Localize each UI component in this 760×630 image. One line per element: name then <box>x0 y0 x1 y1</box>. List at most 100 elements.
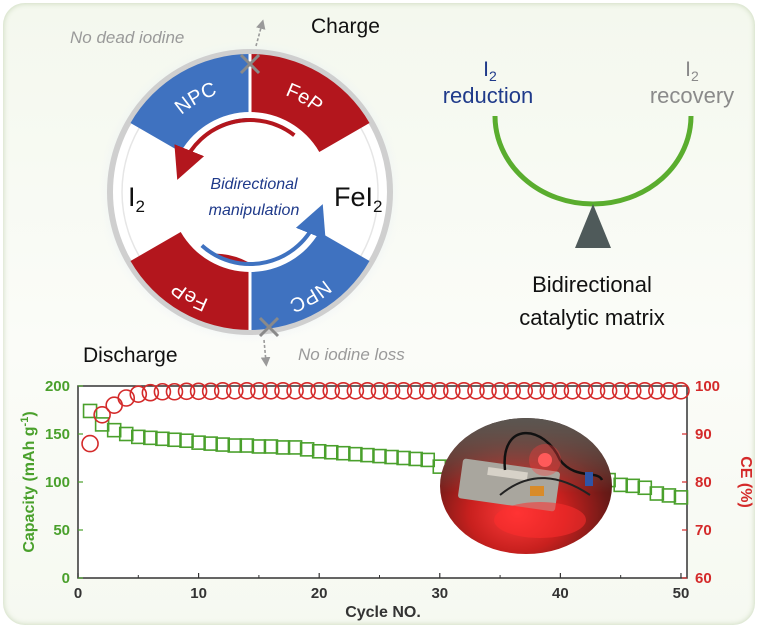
ce-point <box>599 381 618 400</box>
ce-point <box>334 381 353 400</box>
capacity-point <box>336 445 351 461</box>
capacity-point <box>155 431 170 447</box>
x-tick-label: 30 <box>431 585 448 602</box>
capacity-point <box>203 436 218 451</box>
x-tick-label: 0 <box>74 585 82 602</box>
ce-point <box>611 381 630 400</box>
y-left-tick-label: 150 <box>45 426 70 443</box>
y-left-tick-label: 50 <box>53 522 70 539</box>
y-right-tick-label: 90 <box>695 426 712 443</box>
y-axis-right-label: CE (%) <box>737 456 754 508</box>
note-no-dead-iodine: No dead iodine <box>70 28 184 47</box>
ce-point <box>117 389 136 407</box>
y-left-tick-label: 0 <box>62 570 70 587</box>
device-photo <box>440 418 612 554</box>
ce-point <box>515 381 533 400</box>
ce-point <box>153 382 172 401</box>
balance-left-label: reduction <box>443 83 534 108</box>
species-fei2: FeI2 <box>334 182 382 216</box>
ce-point <box>467 381 485 400</box>
y-axis-right: 60 70 80 90 100 <box>682 378 720 587</box>
x-tick-label: 10 <box>190 585 207 602</box>
capacity-point <box>167 432 182 448</box>
ce-point <box>443 381 461 400</box>
label-charge: Charge <box>311 15 380 38</box>
cross-icon-bottom <box>258 316 280 338</box>
y-right-tick-label: 70 <box>695 522 712 539</box>
ce-point <box>238 381 256 400</box>
center-text-line2: manipulation <box>209 202 300 219</box>
y-right-tick-label: 100 <box>695 378 720 395</box>
arrow-up-icon <box>255 19 266 47</box>
ce-point <box>274 381 292 400</box>
ce-point <box>418 381 437 400</box>
balance-caption-line2: catalytic matrix <box>519 305 664 330</box>
ce-point <box>225 381 244 400</box>
ce-point <box>503 381 521 400</box>
ce-point <box>141 383 160 402</box>
species-i2: I2 <box>128 182 145 216</box>
balance-arc <box>492 115 694 207</box>
ce-point <box>539 381 558 400</box>
ce-point <box>455 381 473 400</box>
capacity-point <box>649 486 665 501</box>
capacity-point <box>360 447 375 463</box>
note-no-iodine-loss: No iodine loss <box>298 345 405 364</box>
capacity-point <box>396 450 411 466</box>
ce-point <box>527 381 546 400</box>
segment-npc-bottom <box>250 232 370 330</box>
capacity-point <box>613 477 628 493</box>
capacity-point <box>82 403 98 419</box>
capacity-point <box>118 426 134 442</box>
balance-diagram: I2 reduction I2 recovery Bidirectional c… <box>443 58 734 330</box>
capacity-point <box>251 439 267 454</box>
y-right-tick-label: 60 <box>695 570 712 587</box>
ce-point <box>575 381 594 400</box>
ce-point <box>81 434 99 453</box>
balance-right-label-top: I2 <box>685 58 699 84</box>
ce-point <box>129 385 148 403</box>
balance-fulcrum <box>575 204 611 248</box>
center-text-line1: Bidirectional <box>210 176 298 193</box>
capacity-point <box>106 422 122 438</box>
ce-point <box>430 381 449 400</box>
ce-point <box>286 381 304 400</box>
y-axis-left: 0 50 100 150 200 <box>45 378 83 587</box>
ce-point <box>491 381 509 400</box>
ce-point <box>201 382 220 401</box>
segment-fep-bottom <box>130 232 250 330</box>
balance-left-label-top: I2 <box>483 58 497 84</box>
series-ce <box>81 381 690 453</box>
y-right-tick-label: 80 <box>695 474 712 491</box>
ce-point <box>406 381 425 400</box>
y-axis-left-label: Capacity (mAh g-1) <box>19 411 38 552</box>
capacity-point <box>372 448 387 464</box>
capacity-point <box>179 433 194 449</box>
capacity-point <box>130 429 146 445</box>
arrow-down-icon <box>260 339 271 367</box>
ce-point <box>358 381 377 400</box>
capacity-point <box>661 488 677 503</box>
cycle-diagram: NPC FeP FeP NPC I2 FeI2 Bidirectional ma… <box>70 15 405 367</box>
capacity-point <box>287 440 303 455</box>
x-axis-label: Cycle NO. <box>345 604 421 621</box>
ce-point <box>310 381 328 400</box>
ce-point <box>346 381 365 400</box>
capacity-point <box>311 443 327 459</box>
ce-point <box>563 381 582 400</box>
segment-fep-top <box>250 54 370 152</box>
ce-point <box>382 381 401 400</box>
arrow-discharge-blue <box>200 204 326 266</box>
capacity-point <box>625 478 641 494</box>
capacity-point <box>348 446 363 462</box>
capacity-point <box>239 438 255 453</box>
ce-point <box>370 381 389 400</box>
x-axis: 0 10 20 30 40 50 <box>74 573 689 602</box>
capacity-point <box>191 435 206 450</box>
capacity-point <box>215 437 231 452</box>
label-discharge: Discharge <box>83 344 178 367</box>
ce-point <box>165 382 184 401</box>
y-left-tick-label: 200 <box>45 378 70 395</box>
